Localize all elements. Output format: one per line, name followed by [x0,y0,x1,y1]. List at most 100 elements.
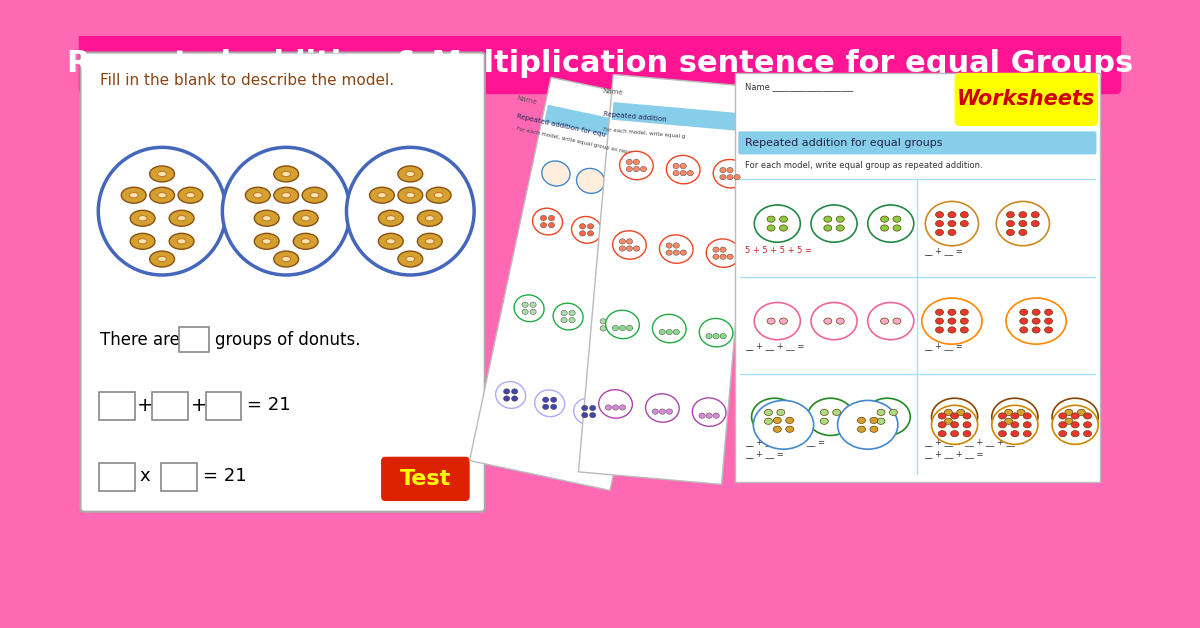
Ellipse shape [434,193,443,198]
Ellipse shape [666,155,700,184]
Text: Test: Test [400,469,451,489]
Ellipse shape [496,382,526,408]
Ellipse shape [589,405,595,411]
Ellipse shape [998,413,1007,419]
Ellipse shape [1010,422,1019,428]
Ellipse shape [511,389,517,394]
Ellipse shape [824,216,832,222]
Ellipse shape [626,239,632,244]
Ellipse shape [680,250,686,255]
Ellipse shape [870,426,878,432]
Text: = 21: = 21 [203,467,246,485]
FancyBboxPatch shape [612,102,742,131]
Ellipse shape [688,170,694,176]
Ellipse shape [542,397,548,403]
Ellipse shape [755,205,800,242]
Ellipse shape [406,193,415,198]
Ellipse shape [150,251,174,267]
Ellipse shape [727,254,733,259]
Ellipse shape [582,405,588,411]
Ellipse shape [960,212,968,218]
Ellipse shape [600,318,606,324]
Ellipse shape [868,303,914,340]
Ellipse shape [713,333,719,339]
Text: +: + [191,396,206,415]
Ellipse shape [1010,413,1019,419]
Ellipse shape [562,310,568,316]
Text: For each model, write equal group as repeated addition.: For each model, write equal group as rep… [745,161,983,170]
Ellipse shape [263,239,271,244]
Ellipse shape [1064,409,1073,416]
Ellipse shape [186,193,194,198]
Ellipse shape [274,251,299,267]
Ellipse shape [1004,409,1013,416]
Ellipse shape [773,417,781,423]
Ellipse shape [626,246,632,251]
Ellipse shape [680,163,686,169]
Ellipse shape [720,175,726,180]
Ellipse shape [938,422,946,428]
Text: Name: Name [516,95,538,106]
Ellipse shape [659,330,665,335]
Ellipse shape [646,394,679,422]
FancyBboxPatch shape [954,73,1098,126]
Ellipse shape [1024,413,1031,419]
Ellipse shape [811,303,857,340]
Ellipse shape [1031,212,1039,218]
Ellipse shape [150,166,174,182]
Ellipse shape [425,215,434,221]
Ellipse shape [619,325,625,331]
Ellipse shape [138,215,148,221]
Ellipse shape [870,417,878,423]
Ellipse shape [821,409,828,416]
Ellipse shape [950,422,959,428]
Text: Worksheets: Worksheets [958,89,1096,109]
Ellipse shape [660,235,694,263]
Ellipse shape [948,318,956,324]
Ellipse shape [996,202,1050,246]
Ellipse shape [634,246,640,251]
Ellipse shape [169,234,194,249]
Ellipse shape [138,239,148,244]
Ellipse shape [877,409,884,416]
Ellipse shape [540,222,547,228]
Ellipse shape [1031,220,1039,227]
Ellipse shape [964,413,971,419]
Ellipse shape [786,426,793,432]
Ellipse shape [619,246,625,251]
Ellipse shape [611,176,640,201]
Ellipse shape [178,187,203,203]
Ellipse shape [950,413,959,419]
Ellipse shape [1032,327,1040,333]
Ellipse shape [157,193,167,198]
Ellipse shape [370,187,395,203]
Ellipse shape [619,151,653,180]
Ellipse shape [713,247,719,252]
Ellipse shape [773,426,781,432]
Text: Repeated addition & Multiplication sentence for equal Groups: Repeated addition & Multiplication sente… [67,48,1133,78]
Ellipse shape [767,225,775,231]
Ellipse shape [425,239,434,244]
Ellipse shape [634,166,640,171]
Ellipse shape [824,318,832,324]
Ellipse shape [626,239,632,244]
Ellipse shape [589,413,595,418]
Ellipse shape [922,298,982,344]
Ellipse shape [780,225,787,231]
Ellipse shape [944,409,953,416]
Ellipse shape [936,212,943,218]
Ellipse shape [548,222,554,228]
FancyBboxPatch shape [382,457,469,501]
Ellipse shape [764,409,773,416]
Ellipse shape [893,216,901,222]
Ellipse shape [253,193,263,198]
Ellipse shape [1007,212,1014,218]
Ellipse shape [1072,413,1079,419]
Ellipse shape [713,254,719,259]
FancyBboxPatch shape [80,53,485,512]
Text: x: x [139,467,150,485]
Ellipse shape [864,398,911,435]
Ellipse shape [964,431,971,437]
Ellipse shape [626,166,632,171]
Text: __ + __ =: __ + __ = [924,246,964,255]
